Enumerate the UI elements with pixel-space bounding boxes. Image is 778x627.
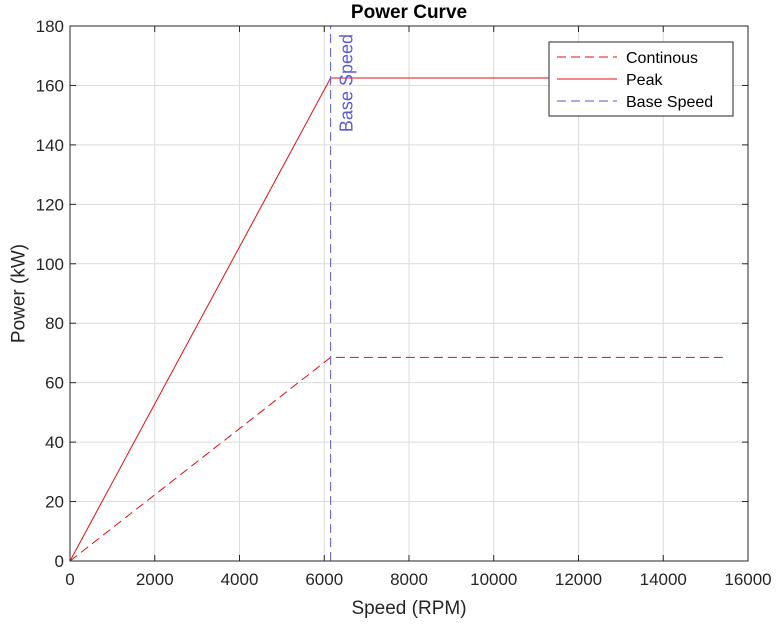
legend-label: Base Speed	[626, 94, 713, 111]
y-tick-label: 0	[55, 552, 64, 571]
y-tick-label: 100	[36, 255, 64, 274]
x-axis-label: Speed (RPM)	[351, 598, 466, 619]
annotations: Base Speed	[337, 34, 357, 132]
x-tick-label: 2000	[136, 570, 174, 589]
chart-title: Power Curve	[351, 2, 467, 23]
y-tick-label: 60	[45, 374, 64, 393]
legend-label: Peak	[626, 72, 663, 89]
y-tick-label: 20	[45, 493, 64, 512]
legend-label: Continous	[626, 50, 698, 67]
x-tick-label: 12000	[555, 570, 602, 589]
base-speed-annotation: Base Speed	[337, 34, 357, 132]
x-tick-label: 16000	[724, 570, 771, 589]
x-tick-label: 4000	[221, 570, 259, 589]
x-tick-label: 10000	[470, 570, 517, 589]
legend-items: Continous Peak Base Speed	[557, 50, 713, 111]
x-tick-label: 14000	[640, 570, 687, 589]
x-tick-label: 8000	[390, 570, 428, 589]
legend: Continous Peak Base Speed	[548, 41, 734, 117]
y-tick-label: 180	[36, 17, 64, 36]
y-tick-label: 40	[45, 433, 64, 452]
y-tick-label: 80	[45, 314, 64, 333]
y-axis-label: Power (kW)	[9, 244, 30, 343]
x-tick-label: 6000	[305, 570, 343, 589]
x-tick-label: 0	[65, 570, 74, 589]
axis-ticks: 0 2000 4000 6000 8000 10000 12000 14000 16000 0 20…	[36, 17, 772, 589]
y-tick-label: 160	[36, 76, 64, 95]
y-tick-label: 140	[36, 136, 64, 155]
y-tick-label: 120	[36, 195, 64, 214]
